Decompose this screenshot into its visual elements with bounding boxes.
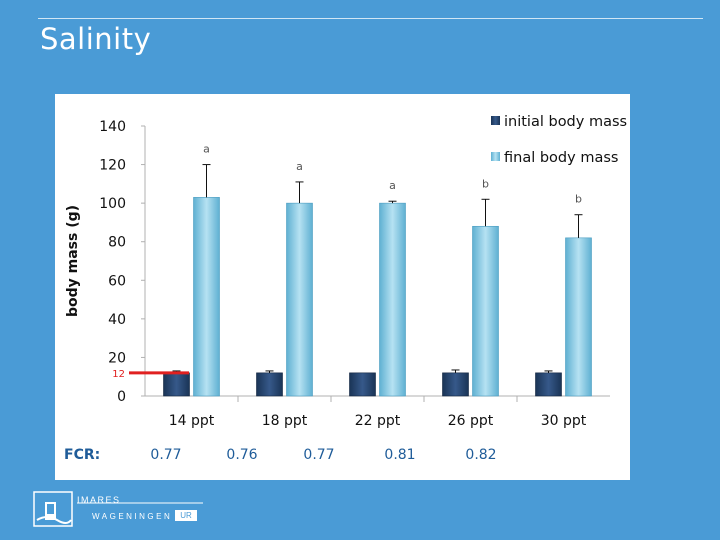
title-rule	[38, 18, 703, 19]
fcr-value: 0.82	[465, 447, 496, 463]
x-tick-label: 18 ppt	[262, 413, 308, 429]
bar-final-body-mass	[472, 225, 499, 397]
bar-initial-body-mass	[442, 372, 469, 397]
bar-final-body-mass	[379, 202, 406, 397]
y-tick-label: 120	[99, 158, 126, 174]
fcr-label: FCR:	[64, 447, 100, 463]
bar-initial-body-mass	[349, 372, 376, 397]
legend-label: initial body mass	[504, 114, 627, 130]
slide-title: Salinity	[40, 22, 152, 56]
x-tick-label: 14 ppt	[169, 413, 215, 429]
y-tick-label: 0	[117, 389, 126, 405]
significance-letter: a	[296, 160, 303, 173]
legend-label: final body mass	[504, 150, 618, 166]
bar-final-body-mass	[193, 197, 220, 397]
bar-initial-body-mass	[535, 372, 562, 397]
x-tick-label: 30 ppt	[541, 413, 587, 429]
significance-letter: b	[575, 193, 582, 206]
bar-initial-body-mass	[256, 372, 283, 397]
bar-final-body-mass	[286, 202, 313, 397]
imares-logo-icon	[33, 491, 203, 527]
bar-final-body-mass	[565, 237, 592, 397]
logo-badge: UR	[175, 510, 197, 521]
fcr-value: 0.77	[303, 447, 334, 463]
significance-letter: a	[389, 179, 396, 192]
y-tick-label: 140	[99, 119, 126, 135]
legend-swatch	[491, 152, 500, 161]
bar-initial-body-mass	[163, 372, 190, 397]
reference-line-label: 12	[112, 369, 125, 380]
y-axis-label: body mass (g)	[65, 205, 81, 317]
legend-swatch	[491, 116, 500, 125]
y-tick-label: 20	[108, 350, 126, 366]
y-tick-label: 100	[99, 196, 126, 212]
y-tick-label: 80	[108, 235, 126, 251]
significance-letter: b	[482, 177, 489, 190]
logo-top-text: IMARES	[77, 495, 121, 505]
x-tick-label: 22 ppt	[355, 413, 401, 429]
bar-chart: 0 20 40 60 80 100 120 140 body mass (g) a 14 ppt a 1…	[64, 114, 627, 463]
logo-bottom-text: WAGENINGEN	[92, 512, 173, 521]
significance-letter: a	[203, 143, 210, 156]
fcr-value: 0.77	[150, 447, 181, 463]
fcr-value: 0.76	[226, 447, 257, 463]
y-tick-label: 40	[108, 312, 126, 328]
x-tick-label: 26 ppt	[448, 413, 494, 429]
fcr-value: 0.81	[384, 447, 415, 463]
y-tick-label: 60	[108, 273, 126, 289]
chart-panel: 0 20 40 60 80 100 120 140 body mass (g) a 14 ppt a 1…	[55, 94, 630, 480]
